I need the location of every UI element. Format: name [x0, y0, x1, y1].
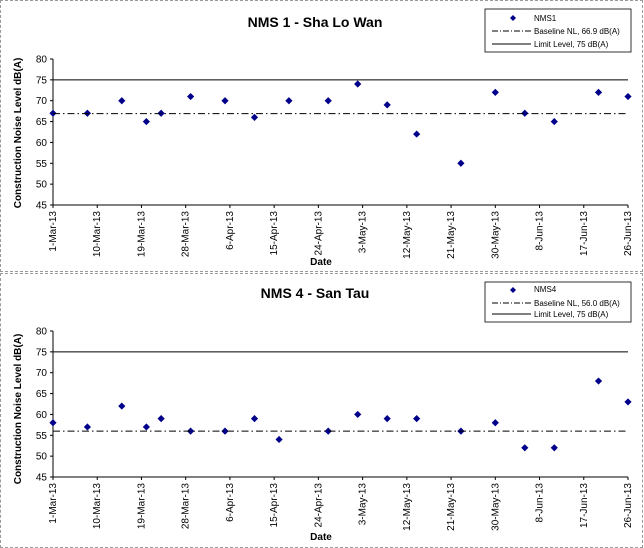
y-tick-label: 50	[36, 180, 48, 191]
x-tick-label: 21-May-13	[446, 483, 457, 531]
x-tick-label: 19-Mar-13	[136, 211, 147, 258]
chart-title: NMS 1 - Sha Lo Wan	[248, 14, 383, 30]
x-tick-label: 19-Mar-13	[136, 483, 147, 530]
x-tick-label: 1-Mar-13	[48, 211, 59, 252]
legend-entry-series: NMS4	[534, 285, 557, 294]
data-point	[413, 415, 421, 423]
chart-title: NMS 4 - San Tau	[261, 285, 370, 301]
y-tick-label: 45	[36, 473, 48, 484]
data-point	[457, 159, 465, 167]
data-point	[49, 419, 57, 427]
chart-panel-nms1: NMS 1 - Sha Lo Wan Date Construction Noi…	[0, 0, 643, 272]
x-tick-label: 24-Apr-13	[313, 211, 324, 256]
x-tick-label: 26-Jun-13	[623, 211, 634, 256]
y-tick-label: 75	[36, 75, 48, 86]
x-tick-label: 10-Mar-13	[92, 483, 103, 530]
x-tick-label: 3-May-13	[358, 483, 369, 526]
data-point	[142, 423, 150, 431]
data-point	[250, 415, 259, 423]
data-point	[142, 117, 150, 126]
x-axis-title: Date	[310, 257, 332, 268]
data-point	[550, 117, 558, 126]
data-point	[624, 398, 632, 406]
y-axis-title: Construction Noise Level dB(A)	[13, 58, 24, 209]
legend-entry-series: NMS1	[534, 14, 557, 23]
data-point	[118, 97, 126, 105]
data-point	[383, 415, 391, 423]
data-point	[413, 130, 421, 138]
data-point	[324, 97, 332, 105]
x-tick-label: 8-Jun-13	[535, 483, 546, 523]
y-tick-label: 70	[36, 368, 48, 379]
y-tick-label: 80	[36, 327, 48, 338]
data-point	[83, 423, 92, 431]
x-tick-label: 28-Mar-13	[181, 211, 192, 258]
data-point	[491, 88, 499, 96]
data-point	[521, 444, 529, 452]
y-axis-title: Construction Noise Level dB(A)	[13, 334, 24, 485]
x-tick-label: 6-Apr-13	[225, 211, 236, 250]
chart-svg-nms1: NMS 1 - Sha Lo Wan Date Construction Noi…	[13, 8, 634, 268]
legend: NMS4 Baseline NL, 56.0 dB(A) Limit Level…	[484, 281, 632, 323]
x-tick-label: 12-May-13	[402, 211, 413, 259]
legend-entry-baseline: Baseline NL, 66.9 dB(A)	[534, 27, 620, 36]
y-tick-label: 65	[36, 117, 48, 128]
data-point	[521, 109, 529, 117]
data-point	[157, 415, 165, 423]
x-tick-label: 24-Apr-13	[313, 483, 324, 528]
data-point	[221, 97, 229, 105]
y-tick-label: 60	[36, 410, 48, 421]
x-tick-label: 17-Jun-13	[579, 483, 590, 528]
x-tick-label: 8-Jun-13	[535, 211, 546, 251]
data-point	[354, 80, 362, 88]
legend-entry-limit: Limit Level, 75 dB(A)	[534, 40, 609, 49]
data-point	[118, 402, 126, 410]
y-tick-label: 70	[36, 96, 48, 107]
x-tick-label: 1-Mar-13	[48, 483, 59, 524]
chart-svg-nms4: NMS 4 - San Tau Date Construction Noise …	[13, 281, 634, 543]
x-tick-label: 21-May-13	[446, 211, 457, 259]
data-point	[491, 419, 499, 427]
y-tick-label: 60	[36, 138, 48, 149]
data-point	[250, 113, 259, 121]
x-tick-label: 17-Jun-13	[579, 211, 590, 256]
data-point	[594, 377, 603, 385]
legend-marker-nms1	[510, 15, 516, 21]
legend-entry-limit: Limit Level, 75 dB(A)	[534, 310, 609, 319]
x-tick-label: 3-May-13	[358, 211, 369, 254]
data-point	[624, 92, 632, 101]
y-tick-label: 55	[36, 431, 48, 442]
x-tick-label: 15-Apr-13	[269, 483, 280, 528]
data-point	[285, 97, 293, 105]
data-point	[187, 92, 195, 101]
legend-entry-baseline: Baseline NL, 56.0 dB(A)	[534, 299, 620, 308]
data-point	[383, 101, 391, 109]
data-point	[594, 88, 603, 96]
x-tick-label: 10-Mar-13	[92, 211, 103, 258]
x-tick-label: 12-May-13	[402, 483, 413, 531]
x-tick-label: 28-Mar-13	[181, 483, 192, 530]
y-tick-label: 55	[36, 159, 48, 170]
y-tick-label: 65	[36, 389, 48, 400]
data-point	[354, 410, 362, 419]
data-point	[275, 435, 283, 444]
chart-panel-nms4: NMS 4 - San Tau Date Construction Noise …	[0, 273, 643, 548]
x-tick-label: 15-Apr-13	[269, 211, 280, 256]
x-tick-label: 30-May-13	[490, 211, 501, 259]
x-tick-label: 30-May-13	[490, 483, 501, 531]
y-tick-label: 80	[36, 55, 48, 66]
data-point	[550, 444, 558, 452]
x-tick-label: 26-Jun-13	[623, 483, 634, 528]
legend: NMS1 Baseline NL, 66.9 dB(A) Limit Level…	[484, 8, 632, 53]
x-axis-title: Date	[310, 532, 332, 543]
y-tick-label: 45	[36, 201, 48, 212]
x-tick-label: 6-Apr-13	[225, 483, 236, 522]
legend-marker-nms4	[510, 287, 516, 293]
y-tick-label: 75	[36, 347, 48, 358]
y-tick-label: 50	[36, 452, 48, 463]
